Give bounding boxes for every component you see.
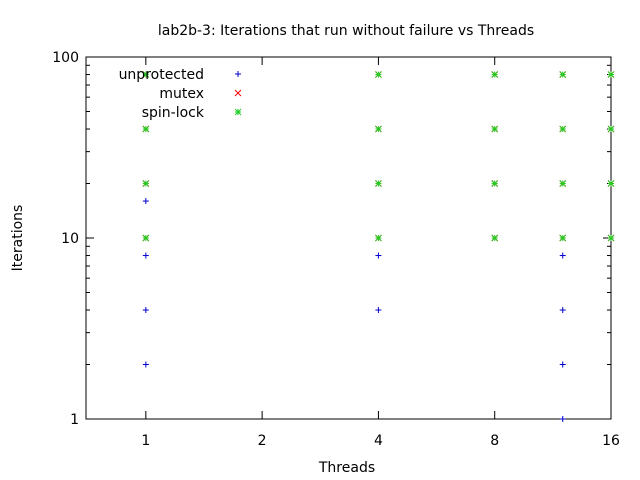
data-point-unprotected [142,198,149,205]
legend-label-mutex: mutex [159,86,204,102]
x-axis-ticks: 1 2 4 8 16 [141,57,620,449]
data-point-spin-lock [491,71,499,78]
data-point-spin-lock [559,234,567,242]
legend-marker-unprotected [235,71,241,77]
data-point-unprotected [142,307,149,314]
data-point-spin-lock [607,71,615,78]
legend-marker-spin-lock [234,108,242,116]
data-point-spin-lock [491,180,499,187]
data-point-spin-lock [375,180,382,187]
data-point-spin-lock [142,71,150,78]
data-point-unprotected [375,307,382,314]
legend-marker-mutex [234,89,242,97]
y-tick-label: 100 [52,50,79,66]
legend-label-spin-lock: spin-lock [142,105,205,121]
data-point-unprotected [375,252,382,259]
data-point-spin-lock [142,180,150,187]
data-point-unprotected [142,252,149,259]
x-tick-label: 8 [490,433,499,449]
data-point-spin-lock [559,180,567,187]
data-point-spin-lock [142,234,150,242]
y-axis-title: Iterations [10,205,26,272]
data-point-spin-lock [491,234,499,242]
x-axis-title: Threads [318,460,375,476]
x-tick-label: 4 [374,433,383,449]
data-point-spin-lock [491,125,499,133]
data-point-spin-lock [559,125,567,133]
data-points [142,71,615,422]
data-point-unprotected [142,361,149,368]
y-tick-label: 1 [70,412,79,428]
data-point-unprotected [559,307,566,314]
x-tick-label: 2 [258,433,267,449]
data-point-unprotected [559,361,566,368]
data-point-spin-lock [607,125,615,133]
data-point-unprotected [559,252,566,259]
legend-label-unprotected: unprotected [119,67,204,83]
data-point-spin-lock [607,234,615,242]
data-point-spin-lock [375,125,382,133]
data-point-spin-lock [559,71,567,78]
legend: unprotected mutex spin-lock [119,67,242,121]
data-point-unprotected [559,416,566,422]
chart-title: lab2b-3: Iterations that run without fai… [158,23,534,39]
x-tick-label: 1 [141,433,150,449]
x-tick-label: 16 [602,433,620,449]
data-point-spin-lock [607,180,615,187]
data-point-spin-lock [142,125,150,133]
data-point-spin-lock [375,234,382,242]
y-tick-label: 10 [61,231,79,247]
data-point-spin-lock [375,71,382,78]
y-axis-ticks: 1 10 100 [52,50,611,428]
